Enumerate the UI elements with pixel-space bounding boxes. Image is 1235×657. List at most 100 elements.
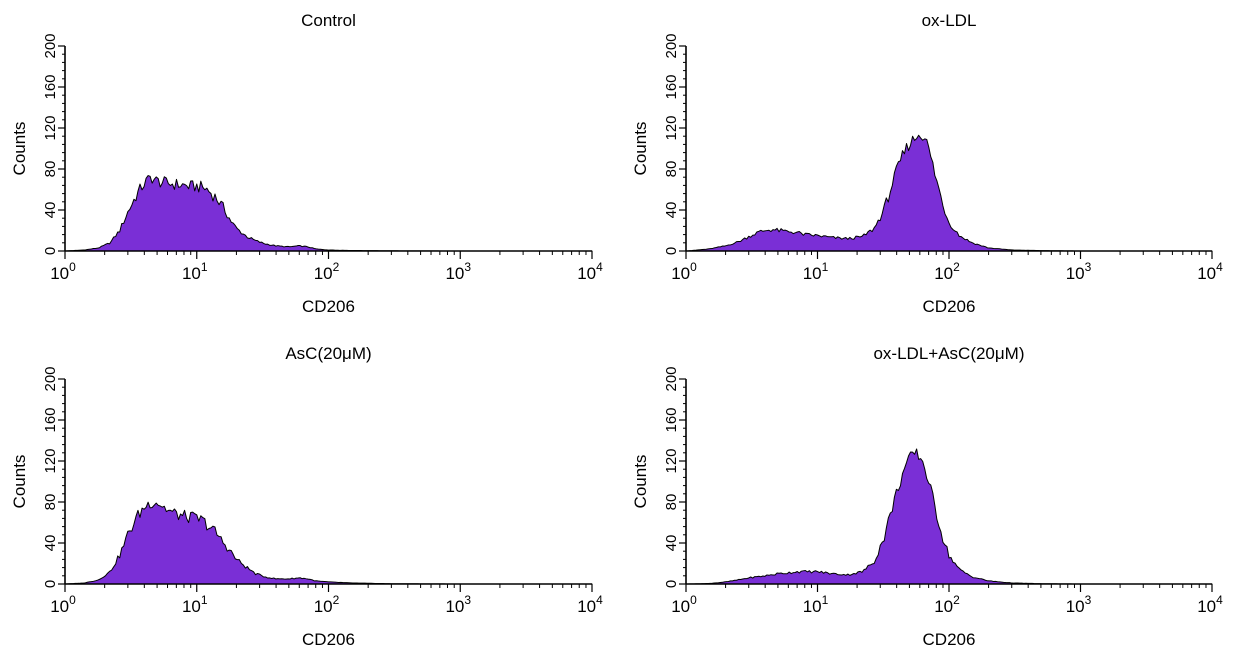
- x-tick-base: 10: [803, 264, 822, 283]
- x-tick-base: 10: [577, 264, 596, 283]
- y-tick-label: 40: [42, 202, 59, 219]
- x-tick-label: 100: [671, 593, 697, 616]
- y-tick-label: 200: [42, 33, 59, 58]
- x-tick-exponent: 0: [690, 593, 697, 607]
- y-tick-label: 80: [663, 494, 680, 511]
- x-tick-base: 10: [314, 597, 333, 616]
- y-tick-label: 200: [42, 366, 59, 391]
- y-axis-label: Counts: [631, 122, 650, 176]
- x-tick-exponent: 2: [953, 260, 960, 274]
- histogram-area: [64, 175, 593, 252]
- x-tick-exponent: 1: [201, 593, 208, 607]
- y-tick-label: 120: [42, 115, 59, 140]
- x-axis-label: CD206: [923, 630, 976, 649]
- histogram-area: [685, 134, 1213, 252]
- x-tick-label: 102: [314, 260, 340, 283]
- y-tick-label: 80: [663, 161, 680, 178]
- x-tick-exponent: 4: [596, 260, 603, 274]
- y-tick-label: 200: [663, 33, 680, 58]
- x-tick-base: 10: [1066, 597, 1085, 616]
- x-tick-exponent: 3: [464, 593, 471, 607]
- x-tick-exponent: 3: [464, 260, 471, 274]
- y-tick-label: 80: [42, 161, 59, 178]
- x-tick-label: 102: [934, 593, 960, 616]
- y-tick-label: 40: [663, 202, 680, 219]
- x-tick-base: 10: [314, 264, 333, 283]
- x-tick-exponent: 1: [822, 260, 829, 274]
- x-tick-label: 101: [182, 593, 208, 616]
- x-tick-base: 10: [182, 597, 201, 616]
- y-tick-label: 0: [663, 247, 680, 255]
- x-tick-exponent: 4: [596, 593, 603, 607]
- x-tick-label: 101: [803, 260, 829, 283]
- histogram-area: [685, 448, 1213, 585]
- x-tick-base: 10: [1066, 264, 1085, 283]
- x-tick-label: 101: [182, 260, 208, 283]
- y-tick-label: 80: [42, 494, 59, 511]
- x-tick-base: 10: [1197, 264, 1216, 283]
- x-tick-base: 10: [445, 264, 464, 283]
- x-tick-base: 10: [934, 597, 953, 616]
- x-tick-exponent: 2: [333, 260, 340, 274]
- x-tick-label: 102: [314, 593, 340, 616]
- y-tick-label: 160: [663, 74, 680, 99]
- x-tick-base: 10: [803, 597, 822, 616]
- x-axis-label: CD206: [302, 297, 355, 316]
- x-tick-base: 10: [50, 264, 69, 283]
- x-tick-label: 103: [445, 593, 471, 616]
- x-tick-exponent: 1: [201, 260, 208, 274]
- x-tick-exponent: 4: [1216, 593, 1223, 607]
- y-tick-label: 160: [42, 74, 59, 99]
- y-tick-label: 120: [663, 115, 680, 140]
- y-tick-label: 0: [42, 247, 59, 255]
- panel-title: ox-LDL+AsC(20μM): [873, 344, 1024, 363]
- x-tick-label: 103: [1066, 593, 1092, 616]
- x-tick-base: 10: [671, 264, 690, 283]
- panel-title: Control: [301, 11, 356, 30]
- panel-title: AsC(20μM): [285, 344, 371, 363]
- y-axis-label: Counts: [10, 122, 29, 176]
- x-tick-base: 10: [182, 264, 201, 283]
- x-tick-base: 10: [934, 264, 953, 283]
- y-tick-label: 120: [42, 448, 59, 473]
- x-tick-exponent: 3: [1085, 260, 1092, 274]
- x-tick-label: 102: [934, 260, 960, 283]
- x-tick-base: 10: [445, 597, 464, 616]
- y-axis-label: Counts: [631, 455, 650, 509]
- x-tick-label: 100: [50, 260, 76, 283]
- y-tick-label: 160: [42, 407, 59, 432]
- x-tick-label: 104: [577, 260, 603, 283]
- y-axis-label: Counts: [10, 455, 29, 509]
- x-tick-label: 103: [1066, 260, 1092, 283]
- x-axis-label: CD206: [923, 297, 976, 316]
- x-tick-exponent: 0: [69, 260, 76, 274]
- y-tick-label: 0: [42, 580, 59, 588]
- x-tick-exponent: 1: [822, 593, 829, 607]
- y-tick-label: 160: [663, 407, 680, 432]
- y-tick-label: 120: [663, 448, 680, 473]
- x-tick-exponent: 3: [1085, 593, 1092, 607]
- x-tick-label: 104: [1197, 593, 1223, 616]
- x-tick-label: 101: [803, 593, 829, 616]
- histogram-area: [64, 501, 593, 585]
- x-tick-label: 103: [445, 260, 471, 283]
- x-tick-label: 100: [50, 593, 76, 616]
- y-tick-label: 200: [663, 366, 680, 391]
- y-tick-label: 40: [663, 535, 680, 552]
- y-tick-label: 40: [42, 535, 59, 552]
- x-axis-label: CD206: [302, 630, 355, 649]
- x-tick-base: 10: [1197, 597, 1216, 616]
- x-tick-exponent: 2: [333, 593, 340, 607]
- x-tick-exponent: 0: [69, 593, 76, 607]
- x-tick-base: 10: [577, 597, 596, 616]
- x-tick-label: 104: [577, 593, 603, 616]
- x-tick-base: 10: [671, 597, 690, 616]
- x-tick-base: 10: [50, 597, 69, 616]
- y-tick-label: 0: [663, 580, 680, 588]
